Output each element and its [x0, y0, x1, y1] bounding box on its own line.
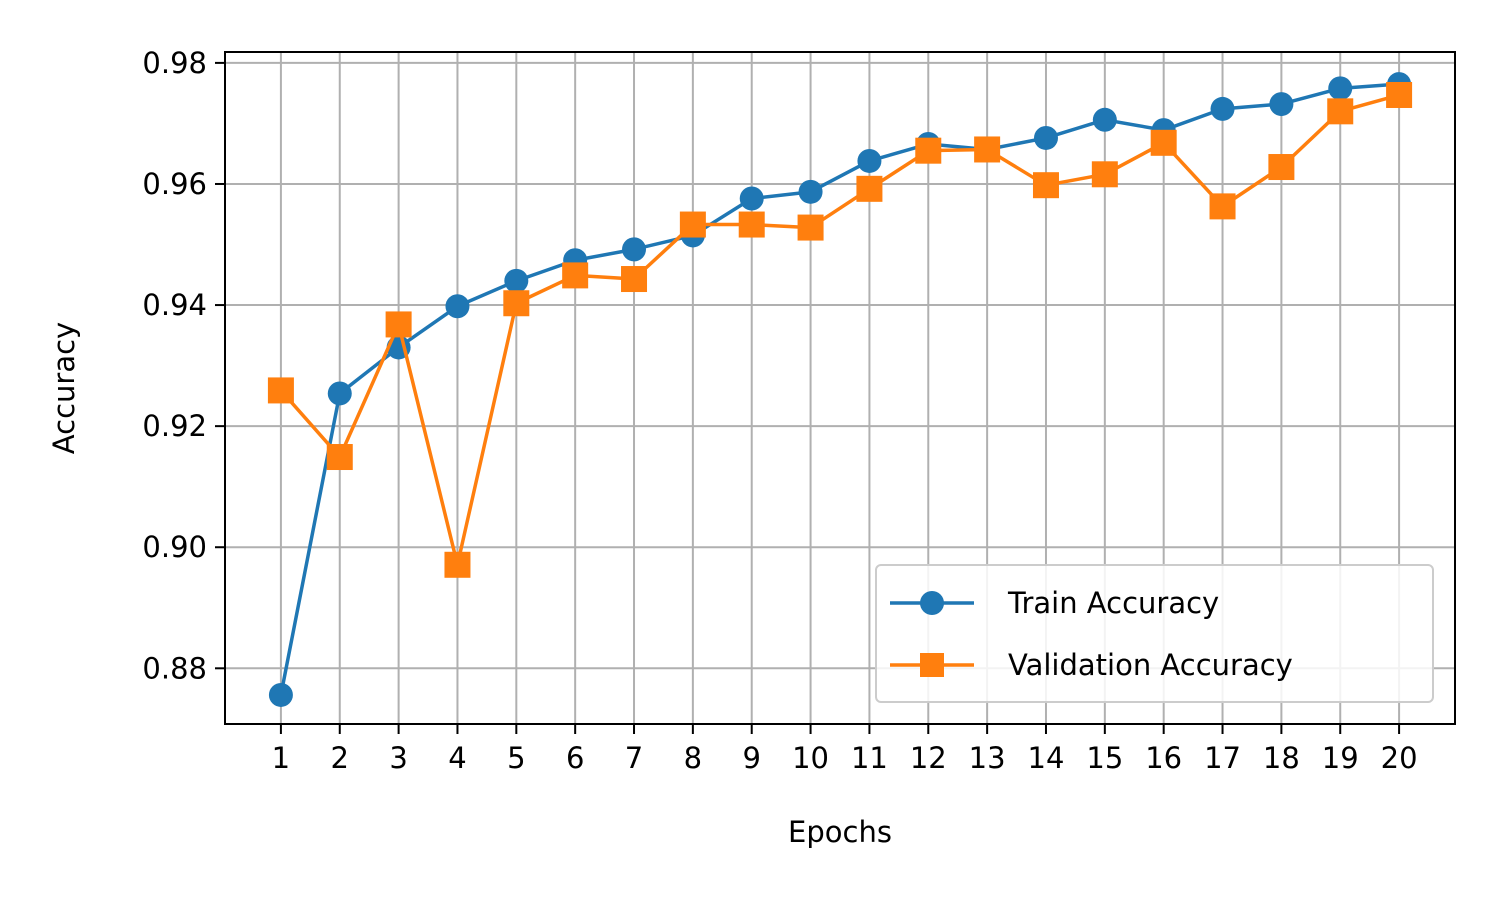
- y-axis-label: Accuracy: [47, 322, 81, 454]
- data-point: [915, 137, 942, 164]
- data-point: [1210, 96, 1235, 121]
- series-validation: [267, 81, 1413, 578]
- data-point: [738, 211, 765, 238]
- data-point: [1092, 107, 1117, 132]
- y-tick-label: 0.98: [142, 46, 207, 80]
- x-tick-label: 13: [969, 741, 1006, 775]
- x-tick-label: 15: [1086, 741, 1123, 775]
- series-layer: [267, 72, 1413, 707]
- y-tick-label: 0.96: [142, 167, 207, 201]
- data-point: [856, 175, 883, 202]
- data-point: [503, 290, 530, 317]
- data-point: [327, 381, 352, 406]
- data-point: [739, 186, 764, 211]
- legend-box: [875, 564, 1434, 703]
- data-point: [1209, 193, 1236, 220]
- x-tick-label: 18: [1263, 741, 1300, 775]
- data-point: [679, 211, 706, 238]
- x-tick-label: 10: [792, 741, 829, 775]
- legend-label-validation: Validation Accuracy: [1008, 648, 1293, 682]
- x-tick-label: 14: [1028, 741, 1065, 775]
- plot-frame: [224, 51, 1456, 725]
- data-point: [562, 262, 589, 289]
- x-tick-label: 11: [851, 741, 888, 775]
- y-tick-label: 0.90: [142, 530, 207, 564]
- data-point: [1269, 92, 1294, 117]
- data-point: [974, 136, 1001, 163]
- x-tick-label: 6: [566, 741, 584, 775]
- legend-label-train: Train Accuracy: [1007, 586, 1219, 620]
- y-tick-label: 0.88: [142, 651, 207, 685]
- data-point: [622, 237, 647, 262]
- x-axis-label: Epochs: [788, 815, 892, 849]
- data-point: [857, 148, 882, 173]
- y-tick-label: 0.94: [142, 288, 207, 322]
- data-point: [1386, 81, 1413, 108]
- data-point: [445, 294, 470, 319]
- x-tick-label: 9: [742, 741, 760, 775]
- x-tick-label: 1: [272, 741, 290, 775]
- data-point: [1033, 125, 1058, 150]
- x-tick-label: 5: [507, 741, 525, 775]
- x-tick-label: 20: [1381, 741, 1418, 775]
- data-point: [385, 311, 412, 338]
- data-point: [797, 214, 824, 241]
- data-point: [798, 179, 823, 204]
- data-point: [1268, 154, 1295, 181]
- y-tick-label: 0.92: [142, 409, 207, 443]
- data-point: [268, 682, 293, 707]
- x-tick-label: 2: [331, 741, 349, 775]
- data-point: [1032, 172, 1059, 199]
- x-tick-label: 7: [625, 741, 643, 775]
- x-tick-label: 12: [910, 741, 947, 775]
- data-point: [621, 266, 648, 293]
- x-tick-label: 19: [1322, 741, 1359, 775]
- x-tick-label: 3: [389, 741, 407, 775]
- x-tick-label: 16: [1145, 741, 1182, 775]
- data-point: [326, 444, 353, 471]
- data-point: [267, 377, 294, 404]
- x-tick-label: 4: [448, 741, 466, 775]
- data-point: [1091, 161, 1118, 188]
- x-tick-label: 17: [1204, 741, 1241, 775]
- x-tick-label: 8: [684, 741, 702, 775]
- data-point: [444, 551, 471, 578]
- axis-ticks: 1 2 3 4 5 6 7 8 9 10 11 12 13 14 15 16 17 18 19 200.880.900…: [142, 46, 1417, 775]
- legend-marker-validation: [920, 653, 944, 677]
- data-point: [1328, 76, 1353, 101]
- legend-marker-train: [920, 591, 944, 615]
- legend: Train Accuracy Validation Accuracy: [875, 564, 1434, 703]
- data-point: [1327, 98, 1354, 125]
- data-point: [504, 268, 529, 293]
- data-point: [1150, 129, 1177, 156]
